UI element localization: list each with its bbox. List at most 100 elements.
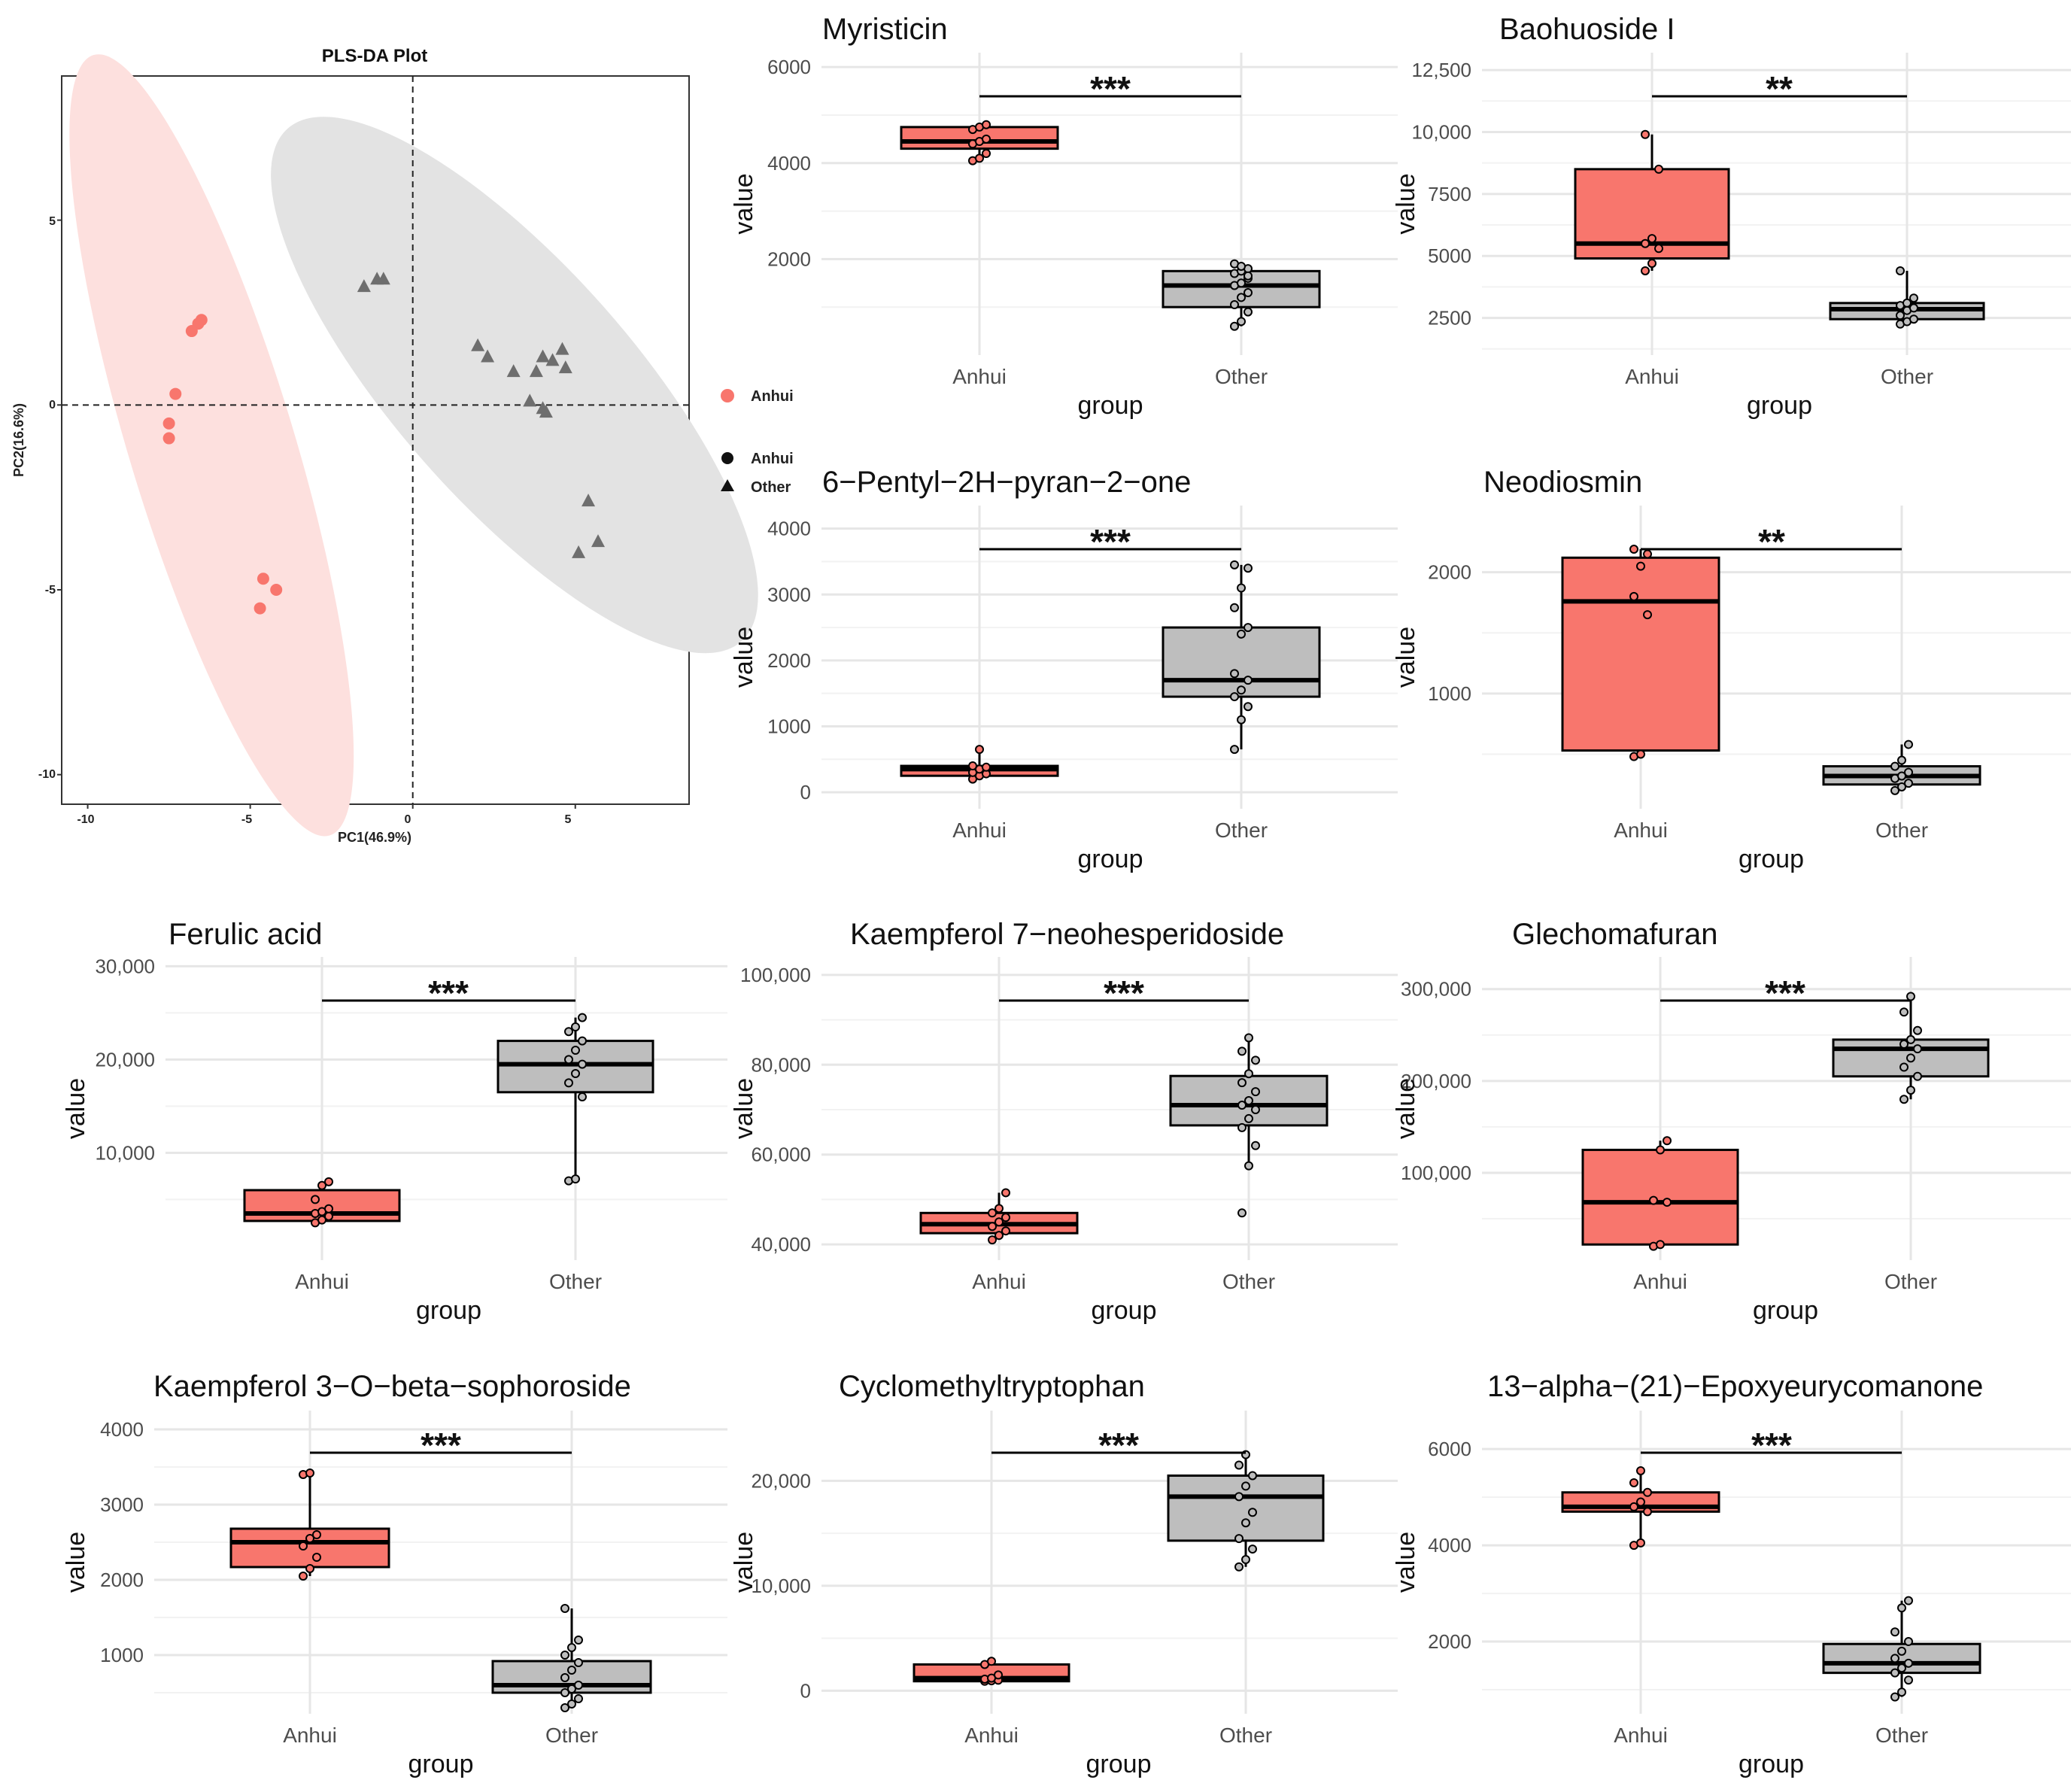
panel-title: Ferulic acid <box>169 918 323 951</box>
sample-point <box>1636 1538 1645 1547</box>
anhui-sample-point <box>162 432 175 445</box>
sample-point <box>982 120 991 129</box>
x-axis-label: group <box>1092 1296 1157 1325</box>
sample-point <box>982 134 991 144</box>
y-axis-label: value <box>1392 627 1420 688</box>
sample-point <box>1234 1492 1244 1502</box>
sample-point <box>560 1604 569 1613</box>
y-tick-label: 1000 <box>767 715 811 737</box>
sample-point <box>1237 685 1246 695</box>
sample-point <box>311 1195 320 1204</box>
sample-point <box>560 1688 569 1697</box>
x-category-label: Anhui <box>295 1270 349 1293</box>
x-category-label: Anhui <box>1614 1724 1668 1747</box>
y-tick-label: 2000 <box>1428 561 1471 584</box>
sample-point <box>1909 314 1918 324</box>
sample-point <box>1643 1487 1652 1497</box>
sample-point <box>571 1022 580 1031</box>
y-tick-label: 3000 <box>100 1493 144 1516</box>
sample-point <box>564 1027 573 1037</box>
y-tick-label: 2500 <box>1428 307 1471 330</box>
other-sample-point <box>471 338 485 351</box>
sample-point <box>1244 1161 1253 1171</box>
y-axis-label: value <box>62 1532 90 1593</box>
sample-point <box>1906 992 1915 1001</box>
sample-point <box>1904 779 1913 788</box>
sample-point <box>317 1180 326 1190</box>
boxplot-panel: 100,000 200,000 300,000 Anhui Other group valu… <box>1392 918 2071 1325</box>
sample-point <box>305 1534 314 1543</box>
x-axis-label: group <box>1747 391 1812 420</box>
other-confidence-ellipse <box>271 117 758 654</box>
panel-title: Neodiosmin <box>1483 466 1642 499</box>
sample-point <box>1244 702 1253 712</box>
sample-point <box>1643 549 1652 559</box>
sample-point <box>1251 1141 1260 1150</box>
legend-anhui-color-key <box>721 389 734 402</box>
sample-point <box>1237 1208 1247 1218</box>
sample-point <box>1237 715 1246 724</box>
sample-point <box>1897 1663 1906 1673</box>
legend-anhui-shape-key <box>721 452 733 464</box>
sample-point <box>1913 1044 1922 1054</box>
sample-point <box>1629 591 1638 601</box>
sample-point <box>1890 1692 1899 1702</box>
boxplot-panel: 1000 2000 Anhui Other group value Neodiosmin ** <box>1392 466 2071 873</box>
y-axis-label: value <box>62 1078 90 1139</box>
sample-point <box>1244 1096 1253 1106</box>
y-tick-label: 4000 <box>1428 1534 1471 1557</box>
sample-point <box>1663 1198 1672 1207</box>
other-sample-point <box>539 405 553 418</box>
sample-point <box>1636 749 1645 759</box>
panel-title: Myristicin <box>822 13 948 46</box>
y-tick-label: 30,000 <box>95 955 155 977</box>
sample-point <box>1663 1136 1672 1146</box>
sample-point <box>982 762 991 772</box>
x-category-label: Anhui <box>952 819 1007 842</box>
boxplot-panel: 2500 5000 7500 10,000 12,500 Anhui Other group v… <box>1392 13 2071 420</box>
anhui-sample-point <box>169 387 182 400</box>
y-tick-label: 1000 <box>100 1644 144 1666</box>
sample-point <box>1904 1637 1913 1647</box>
sample-point <box>574 1658 583 1667</box>
panel-title: Baohuoside I <box>1499 13 1675 46</box>
sample-point <box>578 1059 587 1069</box>
sample-point <box>1896 311 1905 320</box>
significance-label: *** <box>1751 1426 1792 1465</box>
y-tick-label: 4000 <box>767 518 811 540</box>
sample-point <box>564 1055 573 1065</box>
other-sample-point <box>582 494 596 507</box>
sample-point <box>1890 1654 1899 1663</box>
other-sample-point <box>545 353 560 366</box>
other-sample-point <box>376 272 390 285</box>
boxplot-panel: 2000 4000 6000 Anhui Other group value Myristic… <box>730 13 1398 420</box>
pls-y-axis-label: PC2(16.6%) <box>11 403 26 477</box>
sample-point <box>995 1217 1004 1227</box>
x-category-label: Other <box>1215 365 1268 388</box>
sample-point <box>1899 1007 1909 1017</box>
sample-point <box>1244 288 1253 298</box>
other-sample-point <box>357 279 371 293</box>
sample-point <box>1248 1508 1257 1517</box>
sample-point <box>1656 1145 1665 1155</box>
sample-point <box>1241 1481 1250 1491</box>
sample-point <box>312 1553 321 1562</box>
x-axis-label: group <box>1078 391 1143 420</box>
sample-point <box>1237 278 1246 288</box>
sample-point <box>1237 293 1246 302</box>
sample-point <box>1904 1658 1913 1668</box>
sample-point <box>995 1204 1004 1213</box>
sample-point <box>1244 623 1253 633</box>
pls-y-tick: 5 <box>49 215 56 228</box>
x-category-label: Anhui <box>1614 819 1668 842</box>
sample-point <box>1902 298 1912 308</box>
y-axis-label: value <box>1392 1078 1420 1139</box>
y-tick-label: 100,000 <box>1401 1162 1471 1184</box>
y-tick-label: 0 <box>800 1679 811 1702</box>
sample-point <box>982 149 991 158</box>
significance-label: *** <box>1090 522 1131 561</box>
sample-point <box>1909 303 1918 313</box>
sample-point <box>1890 761 1899 771</box>
other-sample-point <box>591 534 606 548</box>
y-tick-label: 10,000 <box>751 1575 811 1597</box>
